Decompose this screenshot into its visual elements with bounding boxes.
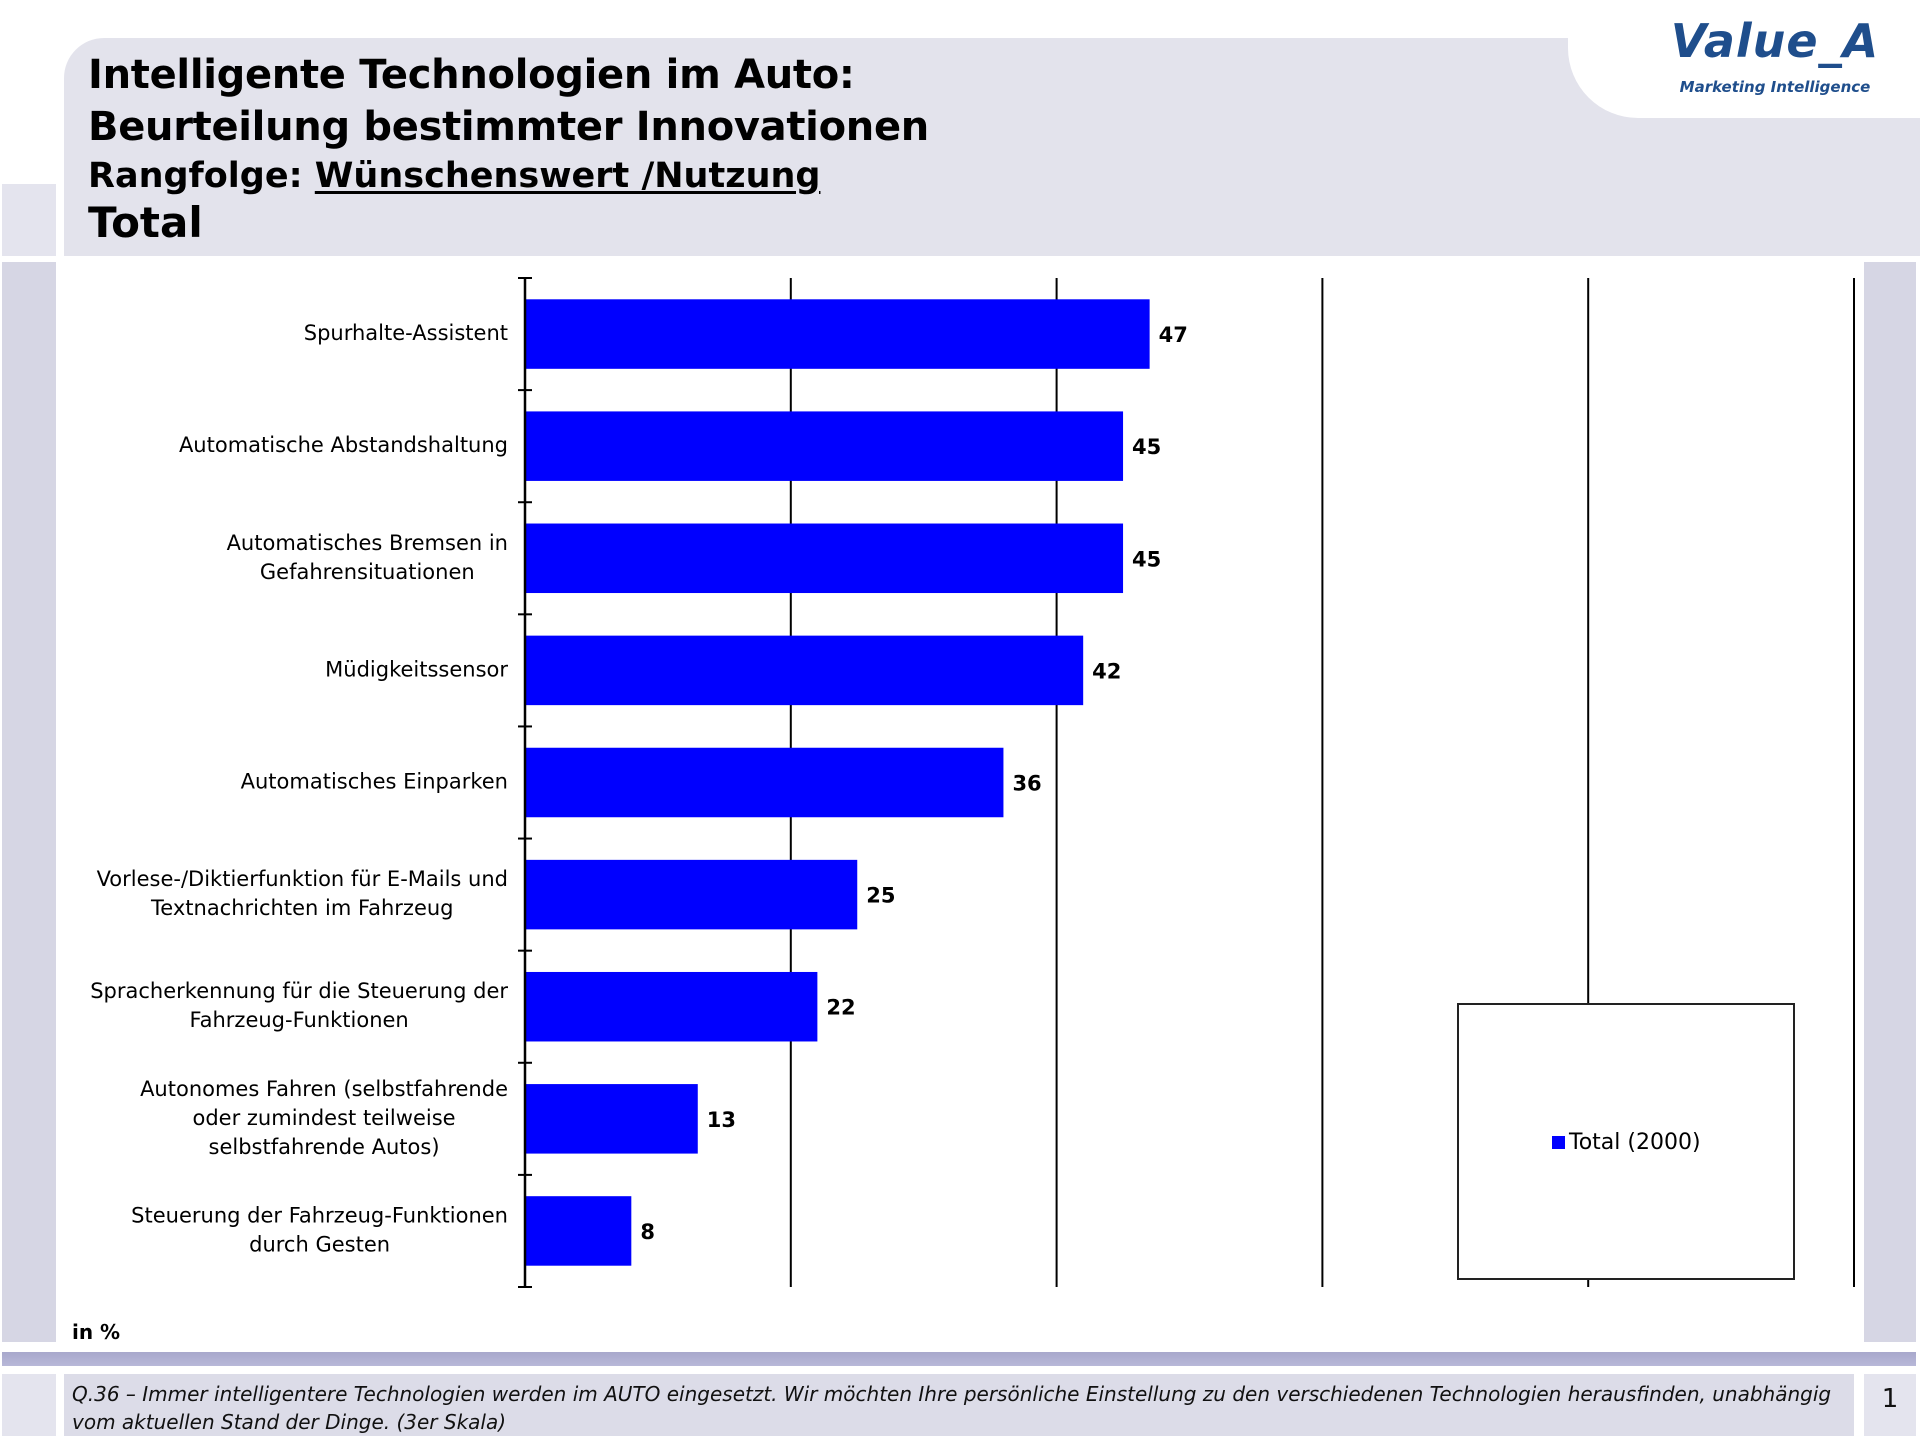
legend-label: Total (2000) bbox=[1569, 1130, 1701, 1155]
value-label: 47 bbox=[1159, 323, 1188, 347]
value-label: 36 bbox=[1012, 772, 1041, 796]
category-label-line: oder zumindest teilweise bbox=[193, 1106, 456, 1130]
bar bbox=[526, 747, 1004, 818]
bar bbox=[526, 411, 1124, 481]
category-label: Automatisches Bremsen in Gefahrensituatio… bbox=[227, 531, 508, 584]
category-label: Vorlese-/Diktierfunktion für E-Mails und… bbox=[97, 867, 508, 920]
category-label: Automatische Abstandshaltung bbox=[179, 433, 508, 457]
category-label-line: Müdigkeitssensor bbox=[325, 657, 508, 681]
category-label-line: Textnachrichten im Fahrzeug bbox=[150, 896, 453, 920]
page-title-line2: Beurteilung bestimmter Innovationen bbox=[88, 104, 929, 150]
segment-title: Total bbox=[88, 198, 203, 247]
bars bbox=[526, 299, 1150, 1266]
category-label-line: Automatisches Einparken bbox=[241, 770, 508, 794]
bar bbox=[526, 635, 1084, 706]
bar bbox=[526, 1084, 698, 1154]
category-axis bbox=[518, 277, 532, 1288]
category-label-line: Fahrzeug-Funktionen bbox=[189, 1008, 408, 1032]
page-title-line1: Intelligente Technologien im Auto: bbox=[88, 52, 855, 98]
page-number-box bbox=[1864, 1374, 1916, 1436]
bar-chart: Spurhalte-Assistent Automatische Abstands… bbox=[90, 277, 1855, 1288]
value-label: 42 bbox=[1092, 659, 1121, 683]
legend-item: Total (2000) bbox=[1552, 1130, 1701, 1155]
category-label: Müdigkeitssensor bbox=[325, 657, 508, 681]
footer-divider bbox=[2, 1352, 1916, 1366]
category-label-line: Automatisches Bremsen in bbox=[227, 531, 508, 555]
question-footnote: Q.36 – Immer intelligentere Technologien… bbox=[72, 1382, 1832, 1434]
category-label-line: Spracherkennung für die Steuerung der bbox=[90, 979, 508, 1003]
logo-panel bbox=[1568, 0, 1920, 118]
value-label: 22 bbox=[826, 996, 855, 1020]
category-label-line: durch Gesten bbox=[249, 1232, 390, 1256]
bar bbox=[526, 1196, 632, 1266]
subtitle-prefix: Rangfolge: bbox=[88, 156, 315, 196]
value-label: 45 bbox=[1132, 435, 1161, 459]
category-label-line: Vorlese-/Diktierfunktion für E-Mails und bbox=[97, 867, 508, 891]
left-strip bbox=[2, 262, 56, 1342]
category-label: Spracherkennung für die Steuerung der Fah… bbox=[90, 979, 508, 1032]
page-subtitle: Rangfolge: Wünschenswert /Nutzung bbox=[88, 156, 820, 196]
category-label-line: Spurhalte-Assistent bbox=[304, 321, 508, 345]
category-labels: Spurhalte-Assistent Automatische Abstands… bbox=[90, 321, 508, 1256]
left-strip-top bbox=[2, 184, 56, 256]
bar bbox=[526, 971, 818, 1042]
value-label: 45 bbox=[1132, 547, 1161, 571]
legend bbox=[1457, 1003, 1795, 1280]
value-label: 25 bbox=[866, 884, 895, 908]
category-label: Steuerung der Fahrzeug-Funktionen durch G… bbox=[131, 1203, 508, 1256]
category-label-line: Automatische Abstandshaltung bbox=[179, 433, 508, 457]
value-label: 8 bbox=[640, 1220, 655, 1244]
bar bbox=[526, 523, 1124, 594]
value-labels: 47 45 45 42 36 25 22 13 8 bbox=[640, 323, 1188, 1244]
category-label: Automatisches Einparken bbox=[241, 770, 508, 794]
page-number: 1 bbox=[1881, 1384, 1899, 1414]
category-label-line: selbstfahrende Autos) bbox=[209, 1135, 440, 1159]
right-strip bbox=[1864, 262, 1916, 1342]
category-label-line: Autonomes Fahren (selbstfahrende bbox=[140, 1077, 508, 1101]
footer-band bbox=[64, 1374, 1854, 1436]
bar bbox=[526, 859, 858, 930]
company-logo: Value_A bbox=[1670, 14, 1880, 68]
bar bbox=[526, 299, 1150, 369]
legend-swatch-icon bbox=[1552, 1136, 1565, 1149]
value-label: 13 bbox=[707, 1108, 736, 1132]
subtitle-ranking-criterion: Wünschenswert /Nutzung bbox=[314, 156, 821, 196]
company-logo-tagline: Marketing Intelligence bbox=[1679, 78, 1871, 96]
category-label: Autonomes Fahren (selbstfahrende oder zum… bbox=[140, 1077, 508, 1159]
category-label-line: Steuerung der Fahrzeug-Funktionen bbox=[131, 1203, 508, 1227]
category-label: Spurhalte-Assistent bbox=[304, 321, 508, 345]
unit-label: in % bbox=[72, 1320, 121, 1344]
category-label-line: Gefahrensituationen bbox=[260, 560, 475, 584]
footer-left-block bbox=[2, 1374, 56, 1436]
